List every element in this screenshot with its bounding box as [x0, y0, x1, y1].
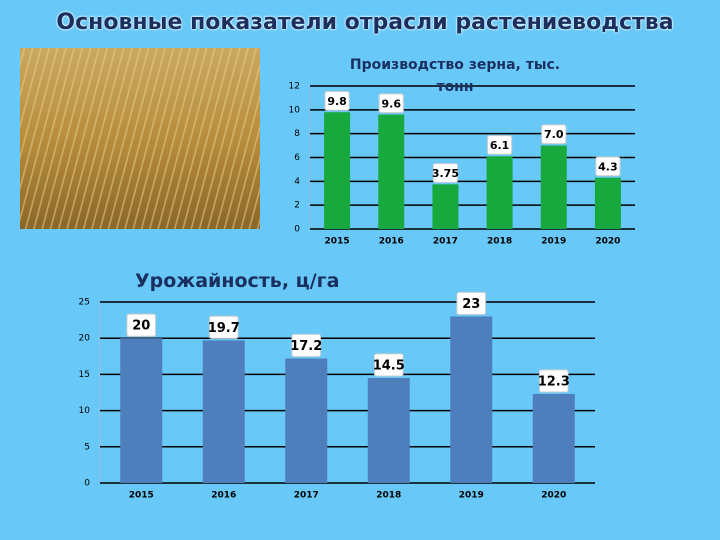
bar: [594, 177, 621, 229]
y-tick-label: 2: [294, 201, 300, 211]
value-label-box: [538, 369, 569, 393]
y-tick-label: 4: [294, 177, 300, 187]
x-tick-label: 2015: [129, 491, 154, 501]
value-label-box: [324, 91, 350, 111]
bar: [532, 393, 575, 483]
value-label-box: [126, 313, 157, 337]
value-label-box: [378, 93, 404, 114]
x-tick-label: 2016: [211, 491, 236, 501]
value-label: 17.2: [290, 339, 322, 354]
x-tick-label: 2018: [487, 237, 512, 247]
slide-title: Основные показатели отрасли растениеводс…: [56, 10, 674, 35]
value-label: 14.5: [373, 358, 405, 373]
x-tick-label: 2019: [541, 237, 566, 247]
value-label: 19.7: [208, 321, 240, 336]
y-tick-label: 10: [79, 406, 91, 416]
x-tick-label: 2017: [294, 491, 319, 501]
bar: [285, 358, 328, 483]
y-tick-label: 10: [289, 105, 301, 115]
value-label: 7.0: [544, 128, 564, 141]
bar: [486, 156, 513, 229]
value-label-box: [595, 156, 621, 177]
value-label-box: [373, 353, 404, 377]
y-tick-label: 0: [294, 225, 300, 235]
bar: [367, 378, 410, 483]
bar: [324, 112, 351, 229]
bar: [450, 316, 493, 483]
y-tick-label: 15: [79, 370, 90, 380]
x-tick-label: 2020: [541, 491, 566, 501]
value-label: 23: [462, 297, 480, 312]
bar: [202, 340, 245, 483]
value-label: 4.3: [598, 160, 618, 173]
y-tick-label: 5: [84, 442, 90, 452]
bar: [120, 338, 163, 483]
value-label-box: [432, 163, 459, 183]
y-tick-label: 0: [84, 479, 90, 489]
value-label: 9.8: [327, 95, 347, 108]
chart-title: Урожайность, ц/га: [135, 270, 340, 292]
x-tick-label: 2017: [433, 237, 458, 247]
bar: [540, 145, 567, 229]
x-tick-label: 2018: [376, 491, 401, 501]
wheat-photo-texture: [20, 48, 260, 229]
x-tick-label: 2016: [379, 237, 404, 247]
y-tick-label: 12: [289, 82, 300, 92]
value-label: 20: [132, 319, 150, 334]
x-tick-label: 2015: [325, 237, 350, 247]
bar: [432, 184, 459, 229]
value-label-box: [291, 333, 322, 357]
y-tick-label: 8: [294, 129, 300, 139]
value-label: 12.3: [538, 374, 570, 389]
x-tick-label: 2019: [459, 491, 484, 501]
y-tick-label: 6: [294, 153, 300, 163]
y-tick-label: 25: [79, 298, 90, 308]
bar: [378, 114, 405, 229]
value-label: 3.75: [432, 167, 459, 180]
value-label-box: [456, 291, 487, 315]
value-label: 9.6: [382, 97, 402, 110]
chart-title: Производство зерна, тыс. тонн: [349, 57, 561, 95]
value-label-box: [208, 315, 239, 339]
y-tick-label: 20: [79, 334, 91, 344]
value-label-box: [541, 124, 567, 145]
value-label-box: [486, 135, 513, 155]
x-tick-label: 2020: [595, 237, 620, 247]
value-label: 6.1: [490, 139, 510, 152]
